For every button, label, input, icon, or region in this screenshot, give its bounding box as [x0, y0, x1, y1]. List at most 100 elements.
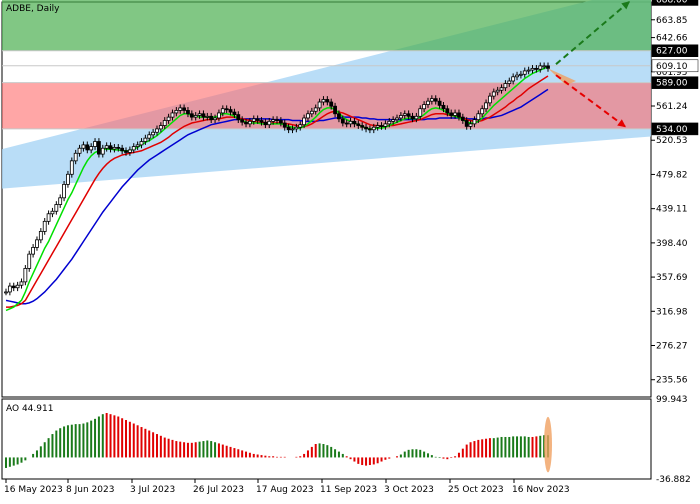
candle-body	[170, 112, 175, 118]
candle-body	[395, 117, 399, 121]
candle-body	[58, 197, 63, 205]
price-tick-label: 439.11	[656, 205, 688, 215]
candle-body	[259, 120, 264, 123]
candle-body	[453, 112, 457, 116]
level-label: 688.00	[656, 0, 688, 5]
candle-body	[228, 109, 233, 113]
candle-body	[108, 145, 113, 150]
candle-body	[371, 126, 376, 131]
candle-body	[499, 87, 504, 91]
candle-body	[348, 120, 353, 125]
candle-body	[255, 118, 260, 121]
candle-body	[476, 113, 481, 121]
candle-body	[89, 146, 94, 151]
candle-body	[333, 105, 337, 115]
price-tick-label: 276.27	[656, 342, 688, 352]
candle-body	[247, 120, 252, 125]
candle-body	[151, 131, 156, 136]
level-label-box	[651, 122, 699, 136]
candle-body	[515, 74, 519, 78]
candle-body	[93, 141, 97, 147]
candle-body	[360, 125, 365, 128]
price-tick-label: 398.40	[656, 239, 688, 249]
x-tick-label: 16 May 2023	[4, 485, 63, 495]
candle-body	[383, 123, 388, 127]
candle-body	[73, 152, 78, 162]
candle-body	[398, 115, 403, 119]
candle-body	[189, 113, 194, 118]
candle-body	[375, 125, 380, 128]
candle-body	[31, 247, 36, 255]
candle-body	[302, 117, 307, 126]
candle-body	[116, 146, 121, 149]
candle-body	[139, 141, 144, 146]
level-label-box	[651, 76, 699, 89]
candle-body	[356, 123, 361, 126]
ao-tick-label: 99.943	[656, 395, 688, 405]
candle-body	[97, 141, 101, 155]
candle-body	[209, 115, 214, 121]
candle-body	[19, 281, 24, 286]
candle-body	[15, 284, 20, 289]
candle-body	[224, 108, 229, 111]
level-label-box	[651, 0, 699, 6]
candle-body	[166, 116, 171, 121]
candle-body	[186, 110, 190, 115]
x-tick-label: 17 Aug 2023	[256, 485, 314, 495]
candle-body	[127, 149, 132, 153]
price-tick-label: 561.24	[656, 102, 688, 112]
candle-body	[244, 121, 248, 125]
candle-body	[410, 115, 415, 120]
candle-body	[275, 119, 279, 122]
candle-body	[352, 120, 357, 125]
x-tick-label: 3 Jul 2023	[130, 485, 175, 495]
price-tick-label: 316.98	[656, 307, 688, 317]
candle-body	[282, 122, 287, 128]
last-price-highlight	[548, 68, 576, 86]
candle-body	[251, 118, 256, 122]
candle-body	[480, 108, 485, 115]
candle-body	[441, 104, 446, 110]
candle-body	[147, 134, 152, 139]
level-label-box	[651, 44, 699, 57]
candle-body	[418, 108, 423, 117]
candle-body	[488, 95, 492, 104]
candle-body	[337, 113, 341, 120]
candle-body	[391, 119, 396, 122]
price-tick-label: 642.66	[656, 34, 688, 44]
candle-body	[491, 91, 496, 97]
x-tick-label: 11 Sep 2023	[320, 485, 377, 495]
candle-body	[422, 104, 427, 110]
zone-buy	[2, 0, 651, 51]
candle-body	[309, 110, 314, 115]
candle-body	[321, 99, 326, 103]
candle-body	[294, 126, 299, 130]
candle-body	[120, 147, 125, 152]
candle-body	[66, 173, 70, 185]
candle-body	[495, 89, 500, 93]
level-label: 627.00	[656, 47, 688, 57]
x-tick-label: 25 Oct 2023	[448, 485, 504, 495]
price-tick-label: 663.85	[656, 16, 688, 26]
candle-body	[174, 110, 179, 114]
candle-body	[240, 119, 245, 123]
candle-body	[7, 285, 12, 293]
candle-body	[437, 100, 442, 106]
candle-body	[178, 107, 183, 111]
ao-tick-label: -36.882	[656, 475, 691, 485]
symbol-label: ADBE, Daily	[6, 4, 60, 14]
x-tick-label: 26 Jul 2023	[193, 485, 244, 495]
candle-body	[344, 122, 349, 125]
candle-body	[534, 67, 539, 70]
candle-body	[368, 128, 372, 131]
candle-body	[50, 210, 55, 215]
forecast-up-arrow	[555, 0, 631, 65]
candle-body	[503, 83, 508, 89]
candle-body	[468, 123, 473, 127]
candle-body	[387, 120, 392, 125]
candle-body	[263, 121, 268, 126]
candle-body	[433, 98, 438, 102]
candle-body	[526, 69, 531, 72]
